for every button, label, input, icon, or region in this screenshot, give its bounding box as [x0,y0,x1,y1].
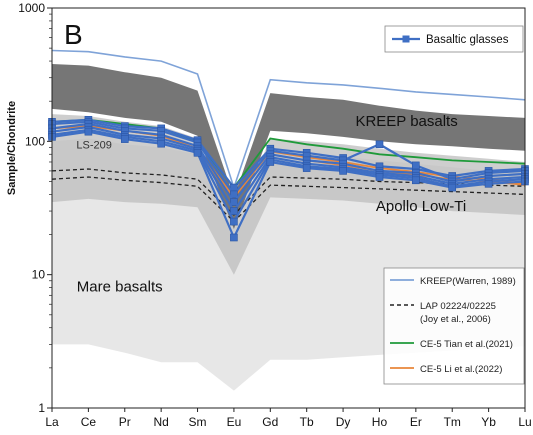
annotation-kreep-basalts: KREEP basalts [355,113,457,130]
series-line-2 [51,176,526,223]
x-tick-label: Nd [153,415,168,429]
x-tick-label: Yb [481,415,496,429]
x-tick-label: Eu [227,415,242,429]
basaltic-glass-point [157,139,165,148]
legend-top-marker [402,35,410,43]
basaltic-glass-point [230,198,238,206]
annotation-apollo-low-ti: Apollo Low-Ti [376,198,466,215]
legend-bottom-label: KREEP(Warren, 1989) [420,276,516,287]
basaltic-glass-point [411,176,420,185]
x-tick-label: Ho [372,415,388,429]
basaltic-glass-point [84,127,93,136]
x-tick-label: Lu [518,415,531,429]
legend-top-label: Basaltic glasses [426,34,509,46]
x-tick-label: Gd [262,415,278,429]
basaltic-glass-line-2 [51,122,526,204]
basaltic-glass-point [375,173,384,181]
basaltic-glass-line-5 [51,130,526,239]
legend-bottom-box [383,267,525,385]
basaltic-glass-point [448,183,457,192]
y-tick-label: 10 [32,268,46,282]
x-tick-label: Sm [189,415,207,429]
legend-top: Basaltic glasses [384,25,524,53]
field-apollo-low-ti [52,114,525,275]
basaltic-glass-point [375,140,384,149]
basaltic-glass-line-3 [51,125,526,213]
basaltic-glass-line-4 [51,128,526,223]
plot-frame [51,7,526,409]
x-tick-label: Tb [300,415,314,429]
basaltic-glass-line-1 [51,120,526,196]
basaltic-glass-point [266,158,275,166]
x-tick-label: La [45,415,59,429]
y-axis-label: Sample/Chondrite [6,101,18,195]
basaltic-glass-point [230,190,238,199]
annotation-mare-basalts: Mare basalts [77,278,163,295]
basaltic-glass-point [411,161,420,170]
x-tick-label: Dy [336,415,351,429]
basaltic-glass-point [230,233,238,242]
x-tick-label: Tm [444,415,461,429]
y-tick-label: 1000 [18,1,45,15]
basaltic-glass-point [193,149,202,157]
legend-bottom-label: CE-5 Li et al.(2022) [420,364,502,375]
x-tick-label: Pr [119,415,131,429]
x-tick-label: Er [410,415,422,429]
series-line-1 [51,168,526,216]
series-line-3 [51,118,526,190]
basaltic-glass-line-0 [51,118,526,189]
panel-label: B [64,19,83,50]
basaltic-glass-point [339,167,347,175]
series-line-0 [51,49,526,191]
basaltic-glass-point [121,135,129,143]
y-tick-label: 100 [25,134,45,148]
legend-bottom-label: (Joy et al., 2006) [420,314,491,325]
basaltic-glass-point [484,180,493,188]
x-tick-label: Ce [81,415,97,429]
field-kreep-basalts [52,64,525,229]
basaltic-glass-point [230,217,238,226]
basaltic-glass-point [230,207,238,215]
legend-bottom-label: LAP 02224/02225 [420,301,496,312]
legend-bottom: KREEP(Warren, 1989) LAP 02224/02225 (Joy e… [383,267,525,385]
basaltic-glass-point [302,164,311,172]
legend-bottom-label: CE-5 Tian et al.(2021) [420,339,513,350]
y-tick-label: 1 [38,401,45,415]
annotation-ls-209: LS-209 [76,140,111,152]
